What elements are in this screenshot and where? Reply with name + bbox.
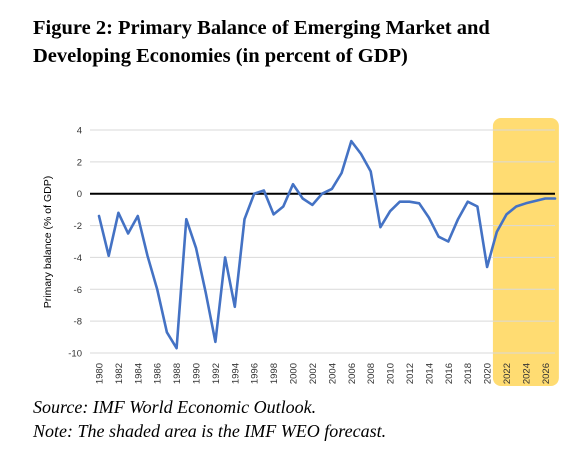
x-tick-label-2016: 2016: [444, 363, 455, 384]
x-tick-label-2004: 2004: [327, 363, 338, 384]
y-tick-label-4: 4: [77, 126, 82, 137]
x-tick-label-2002: 2002: [308, 363, 319, 384]
y-axis-label: Primary balance (% of GDP): [42, 176, 54, 308]
x-tick-label-2022: 2022: [502, 363, 513, 384]
primary-balance-line: [97, 139, 557, 350]
x-tick-label-1984: 1984: [133, 363, 144, 384]
x-tick-label-2012: 2012: [405, 363, 416, 384]
y-tick-label--10: -10: [68, 349, 82, 360]
x-tick-label-2006: 2006: [347, 363, 358, 384]
series-line-layer: [97, 139, 557, 350]
note-line: Note: The shaded area is the IMF WEO for…: [33, 421, 387, 441]
x-tick-label-1998: 1998: [269, 363, 280, 384]
x-tick-label-2014: 2014: [424, 363, 435, 384]
x-tick-label-1982: 1982: [114, 363, 125, 384]
x-tick-label-2008: 2008: [366, 363, 377, 384]
x-tick-label-2026: 2026: [541, 363, 552, 384]
y-tick-label-0: 0: [77, 189, 82, 200]
source-line: Source: IMF World Economic Outlook.: [33, 397, 317, 417]
x-tick-label-1986: 1986: [153, 363, 164, 384]
x-tick-label-2000: 2000: [289, 363, 300, 384]
figure-title-line-1: Figure 2: Primary Balance of Emerging Ma…: [33, 17, 490, 39]
forecast-shading-layer: [492, 118, 559, 386]
forecast-shaded-area: [492, 118, 559, 386]
y-tick-label-2: 2: [77, 157, 82, 168]
x-tick-label-1992: 1992: [211, 363, 222, 384]
figure-title-line-2: Developing Economies (in percent of GDP): [33, 45, 408, 67]
y-tick-label--2: -2: [74, 221, 82, 232]
x-tick-label-1996: 1996: [250, 363, 261, 384]
x-tick-label-2024: 2024: [521, 363, 532, 384]
x-tick-label-2020: 2020: [483, 363, 494, 384]
x-tick-label-1994: 1994: [230, 363, 241, 384]
x-tick-labels: 1980 1982 1984 1986 1988 1990 1992 1994 1996 1998…: [95, 363, 552, 384]
x-tick-label-1990: 1990: [192, 363, 203, 384]
y-tick-label--8: -8: [74, 317, 82, 328]
x-tick-label-1980: 1980: [95, 363, 106, 384]
x-tick-label-1988: 1988: [172, 363, 183, 384]
x-tick-label-2018: 2018: [463, 363, 474, 384]
y-tick-label--6: -6: [74, 285, 82, 296]
figure-notes: Source: IMF World Economic Outlook. Note…: [33, 395, 386, 443]
x-tick-label-2010: 2010: [386, 363, 397, 384]
figure-title: Figure 2: Primary Balance of Emerging Ma…: [33, 14, 573, 70]
y-tick-label--4: -4: [74, 253, 82, 264]
gridlines: [90, 129, 555, 354]
y-tick-labels: -10 -8 -6 -4 -2 0 2 4: [68, 126, 82, 360]
